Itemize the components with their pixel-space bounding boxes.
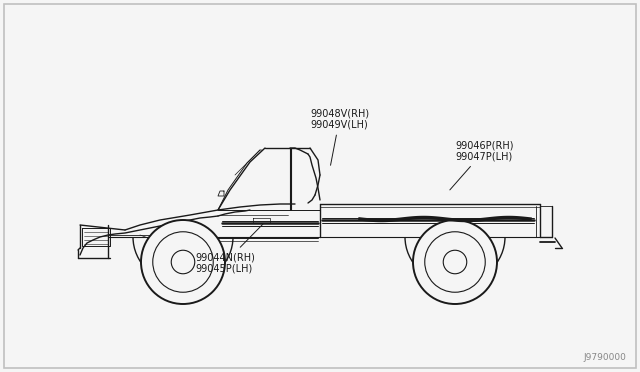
- Circle shape: [141, 220, 225, 304]
- Text: 99046P(RH)
99047P(LH): 99046P(RH) 99047P(LH): [450, 140, 513, 190]
- Text: 99048V(RH)
99049V(LH): 99048V(RH) 99049V(LH): [310, 108, 369, 165]
- Circle shape: [413, 220, 497, 304]
- Text: 99044N(RH)
99045P(LH): 99044N(RH) 99045P(LH): [195, 224, 263, 273]
- Circle shape: [425, 232, 485, 292]
- Text: J9790000: J9790000: [583, 353, 626, 362]
- Circle shape: [444, 250, 467, 274]
- Circle shape: [172, 250, 195, 274]
- Circle shape: [153, 232, 213, 292]
